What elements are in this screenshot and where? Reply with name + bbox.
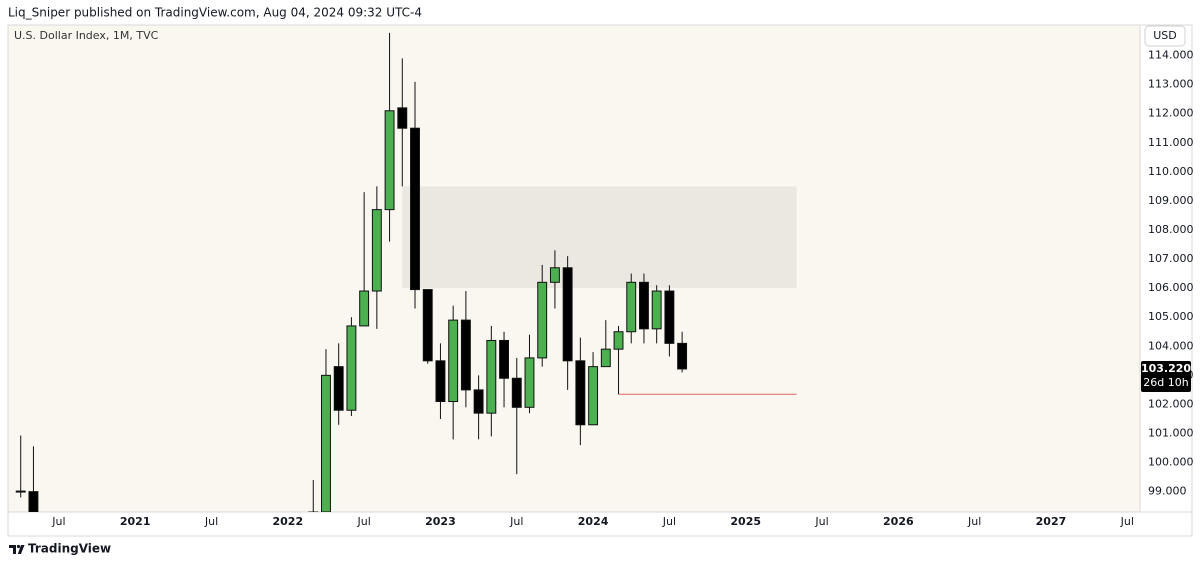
chart-title: U.S. Dollar Index, 1M, TVC bbox=[14, 29, 159, 42]
currency-box[interactable] bbox=[1144, 25, 1186, 47]
candle-body bbox=[499, 339, 509, 379]
candle-body bbox=[384, 110, 395, 211]
y-tick-label: 106.000 bbox=[1148, 281, 1194, 294]
candle-body bbox=[537, 281, 548, 359]
x-tick-label: 2027 bbox=[1036, 515, 1067, 528]
publish-header: Liq_Sniper published on TradingView.com,… bbox=[8, 6, 422, 20]
candle-body bbox=[333, 366, 344, 411]
currency-label[interactable]: USD bbox=[1153, 29, 1177, 42]
x-tick-label: Jul bbox=[509, 515, 523, 528]
x-tick-label: Jul bbox=[814, 515, 828, 528]
y-tick-label: 101.000 bbox=[1148, 426, 1194, 439]
candle-body bbox=[435, 360, 446, 403]
candle-body bbox=[677, 342, 688, 370]
y-tick-label: 110.000 bbox=[1148, 165, 1194, 178]
x-tick-label: 2021 bbox=[120, 515, 151, 528]
y-tick-label: 99.000 bbox=[1148, 485, 1187, 498]
candle-body bbox=[448, 319, 459, 403]
candle-body bbox=[664, 290, 675, 344]
y-tick-label: 114.000 bbox=[1148, 49, 1194, 62]
y-tick-label: 105.000 bbox=[1148, 310, 1194, 323]
y-tick-label: 111.000 bbox=[1148, 136, 1194, 149]
x-tick-label: 2025 bbox=[730, 515, 761, 528]
x-tick-label: Jul bbox=[356, 515, 370, 528]
candle-body bbox=[473, 389, 484, 414]
candle-body bbox=[410, 127, 420, 291]
candle-body bbox=[397, 107, 408, 129]
zone bbox=[402, 186, 797, 289]
candle-body bbox=[511, 377, 522, 408]
candle-body bbox=[371, 209, 382, 292]
x-tick-label: 2023 bbox=[425, 515, 456, 528]
candle-body bbox=[600, 348, 611, 368]
candle-body bbox=[28, 491, 39, 512]
candle-body bbox=[359, 290, 370, 327]
candle-body bbox=[562, 267, 573, 362]
y-tick-label: 112.000 bbox=[1148, 107, 1194, 120]
candle-body bbox=[486, 339, 497, 414]
x-tick-label: 2024 bbox=[578, 515, 609, 528]
brand-logo bbox=[9, 544, 25, 554]
candle-body bbox=[639, 281, 649, 330]
countdown-label: 26d 10h bbox=[1143, 376, 1188, 389]
candle-body bbox=[524, 357, 535, 408]
y-tick-label: 102.000 bbox=[1148, 397, 1194, 410]
x-tick-label: Jul bbox=[51, 515, 65, 528]
last-price-label: 103.220 bbox=[1141, 362, 1191, 375]
candle-body bbox=[575, 360, 586, 426]
x-tick-label: Jul bbox=[1120, 515, 1134, 528]
y-tick-label: 104.000 bbox=[1148, 339, 1194, 352]
candle-body bbox=[321, 374, 331, 512]
x-tick-label: 2026 bbox=[883, 515, 914, 528]
y-tick-label: 107.000 bbox=[1148, 252, 1194, 265]
brand-name: TradingView bbox=[28, 542, 111, 556]
candle-body bbox=[422, 289, 433, 362]
candle-body bbox=[549, 267, 560, 283]
candle-body bbox=[588, 366, 599, 426]
chart-frame bbox=[7, 24, 1193, 537]
y-tick-label: 108.000 bbox=[1148, 223, 1194, 236]
candle-body bbox=[626, 281, 637, 333]
x-tick-label: Jul bbox=[662, 515, 676, 528]
x-tick-label: Jul bbox=[967, 515, 981, 528]
y-tick-label: 100.000 bbox=[1148, 456, 1194, 469]
y-tick-label: 113.000 bbox=[1148, 78, 1194, 91]
last-price-box bbox=[1141, 360, 1191, 392]
price-axis bbox=[1140, 25, 1192, 512]
candle-body bbox=[460, 319, 471, 391]
x-tick-label: Jul bbox=[204, 515, 218, 528]
x-tick-label: 2022 bbox=[273, 515, 304, 528]
candle-body bbox=[15, 490, 26, 493]
y-tick-label: 109.000 bbox=[1148, 194, 1194, 207]
candle-body bbox=[613, 331, 624, 350]
candle-body bbox=[651, 290, 662, 330]
plot-layer bbox=[15, 32, 797, 512]
candle-body bbox=[346, 325, 357, 411]
